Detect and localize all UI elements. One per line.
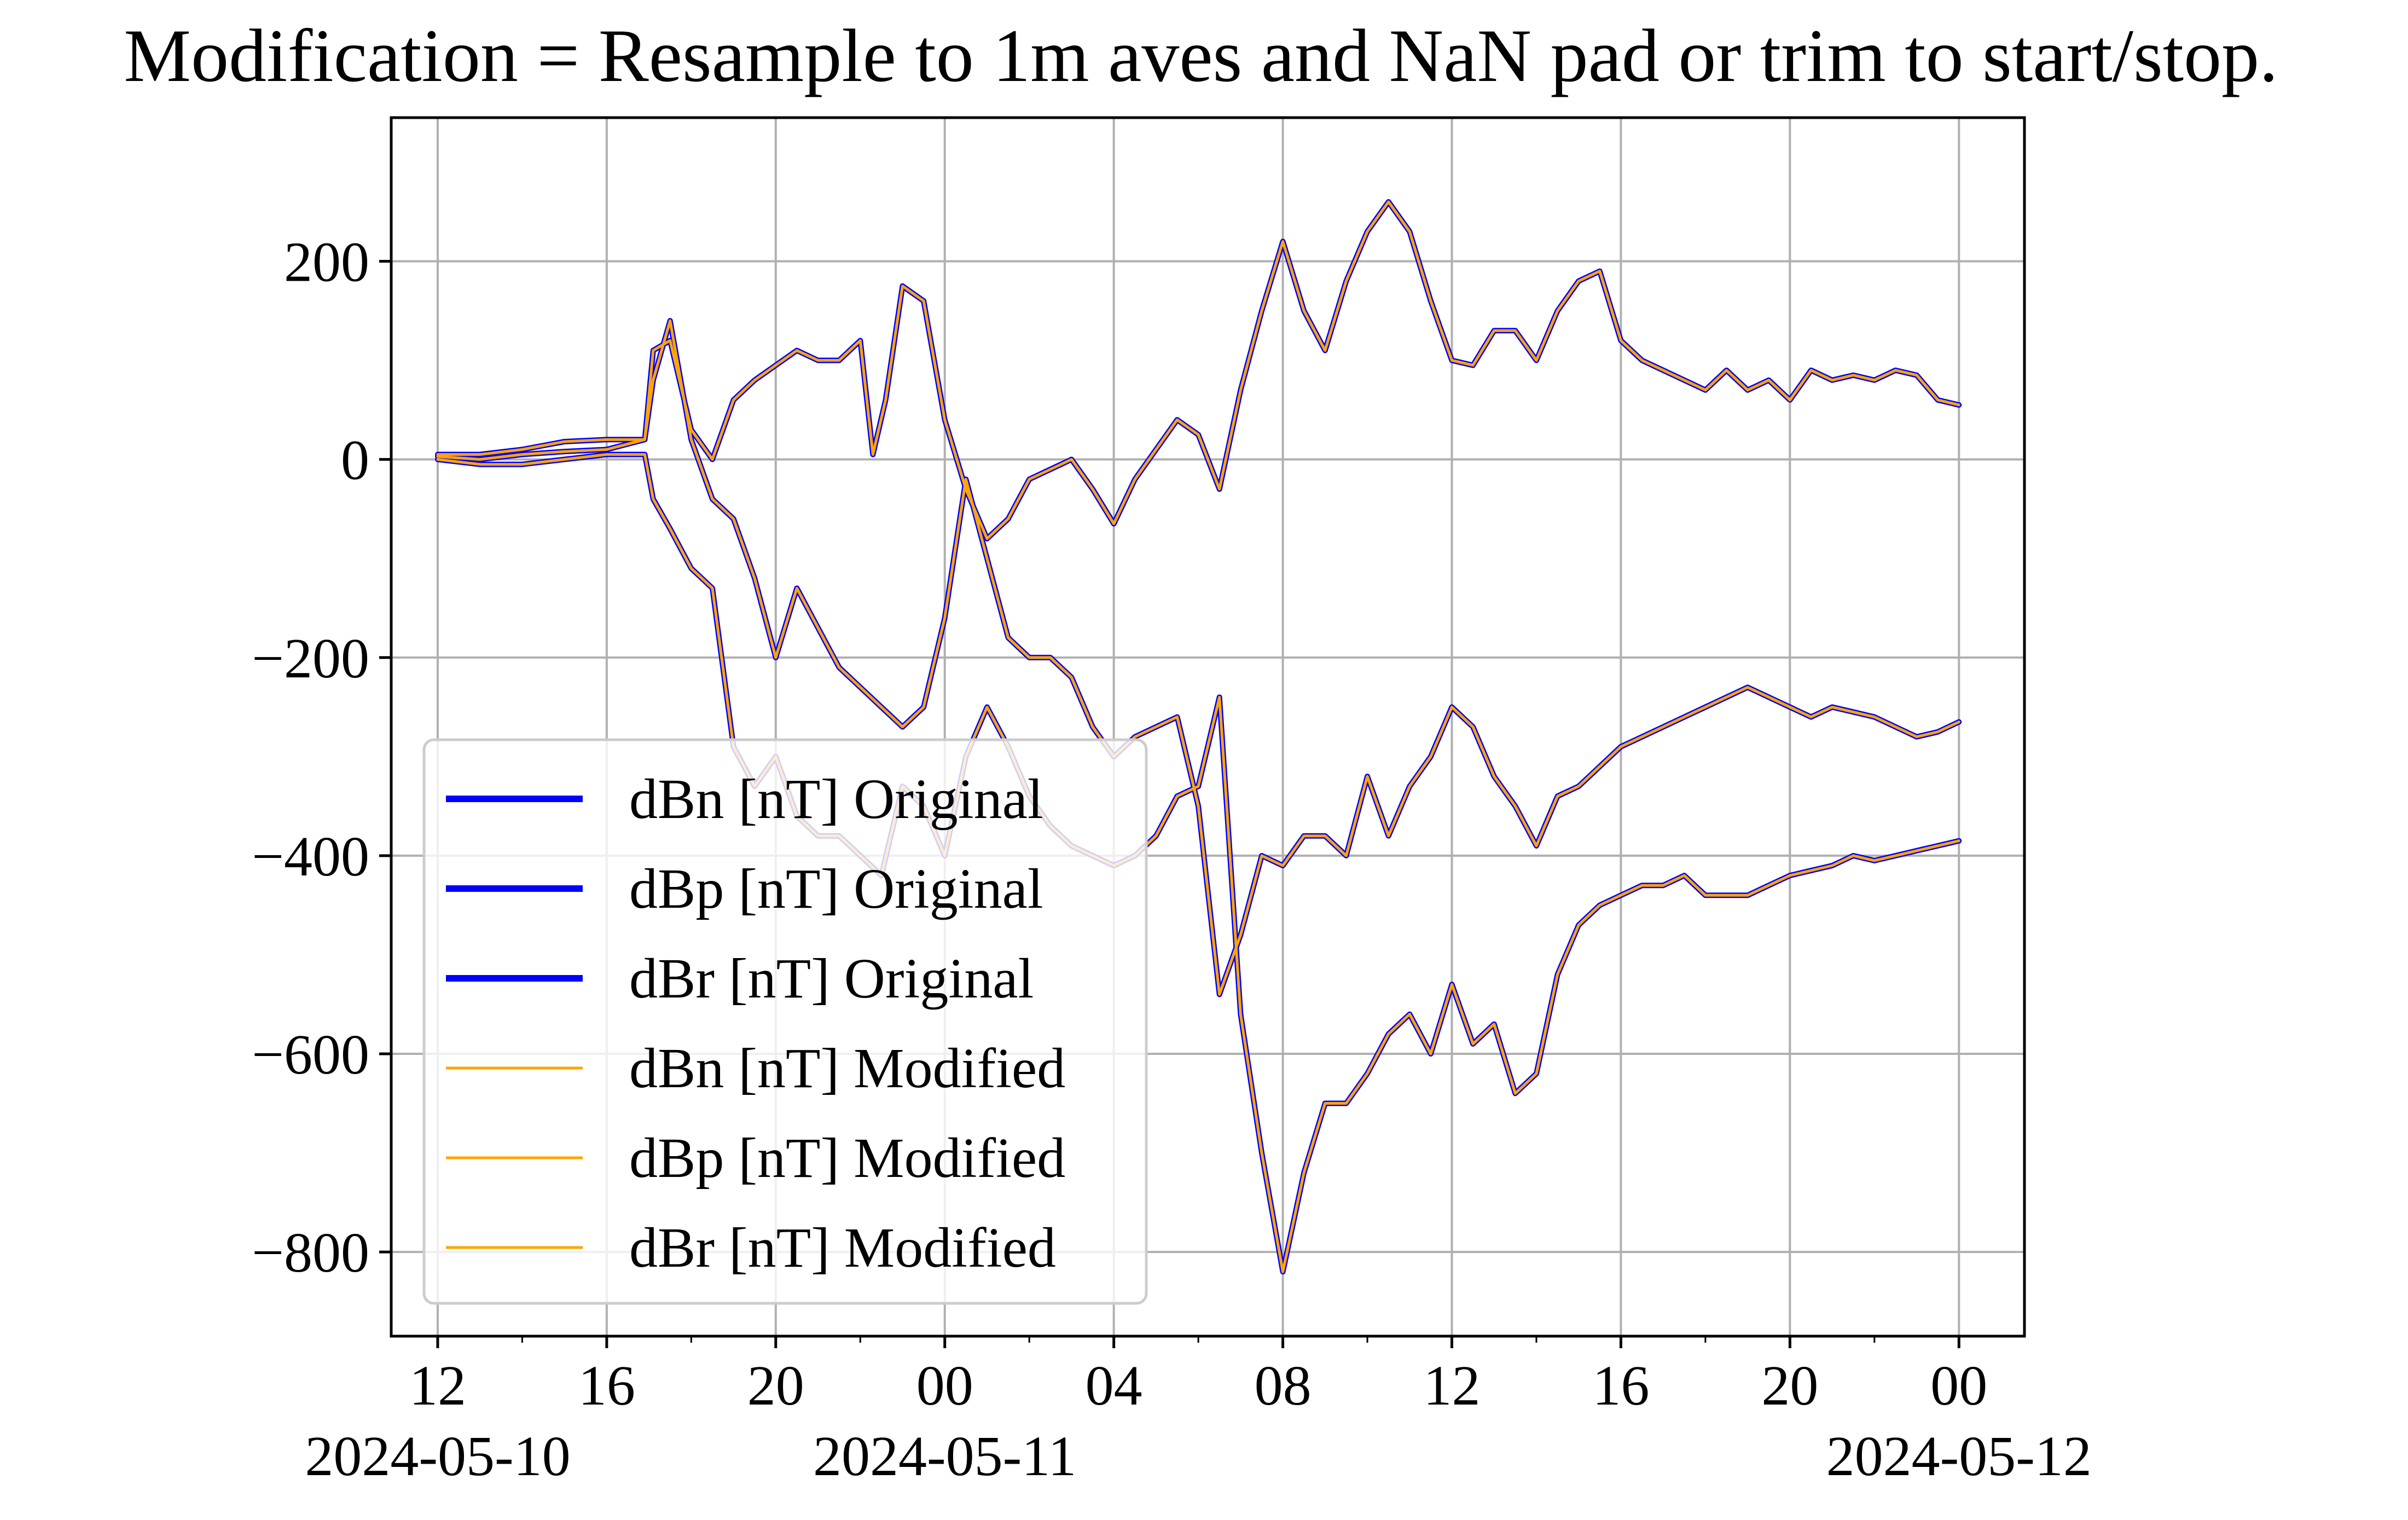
- x-tick-label: 04: [1086, 1354, 1142, 1417]
- x-tick-label: 12: [1424, 1354, 1481, 1417]
- x-tick-label: 00: [1930, 1354, 1987, 1417]
- y-tick-label: 200: [284, 231, 369, 294]
- x-tick-label: 20: [747, 1354, 804, 1417]
- series-line-dbn-nt-modified: [436, 200, 1960, 540]
- y-axis: 200 0 −200 −400 −600 −800: [252, 231, 391, 1284]
- axes-frame: [390, 116, 2026, 1338]
- y-tick-label: −800: [252, 1221, 369, 1284]
- legend-label: dBr [nT] Modified: [629, 1216, 1056, 1279]
- x-tick-label: 16: [1592, 1354, 1649, 1417]
- x-tick-label: 00: [916, 1354, 973, 1417]
- chart-title: Modification = Resample to 1m aves and N…: [124, 14, 2278, 97]
- legend-label: dBn [nT] Original: [629, 768, 1043, 831]
- y-tick-label: −600: [252, 1023, 369, 1086]
- x-tick-label: 20: [1761, 1354, 1818, 1417]
- legend-label: dBn [nT] Modified: [629, 1037, 1065, 1100]
- x-tick-label: 08: [1255, 1354, 1312, 1417]
- x-tick-label: 12: [409, 1354, 466, 1417]
- y-tick-label: 0: [341, 429, 369, 492]
- legend-label: dBp [nT] Modified: [629, 1127, 1065, 1190]
- y-tick-label: −400: [252, 825, 369, 888]
- grid: [391, 118, 2024, 1336]
- legend: dBn [nT] Original dBp [nT] Original dBr [n…: [422, 738, 1148, 1305]
- series-line-dbp-nt-modified: [436, 319, 1960, 996]
- y-tick-label: −200: [252, 627, 369, 690]
- x-date-label: 2024-05-12: [1826, 1425, 2092, 1488]
- legend-box: [422, 738, 1148, 1305]
- x-date-label: 2024-05-11: [813, 1425, 1076, 1488]
- x-date-label: 2024-05-10: [305, 1425, 570, 1488]
- x-tick-label: 16: [578, 1354, 635, 1417]
- legend-label: dBp [nT] Original: [629, 857, 1043, 920]
- legend-label: dBr [nT] Original: [629, 947, 1034, 1010]
